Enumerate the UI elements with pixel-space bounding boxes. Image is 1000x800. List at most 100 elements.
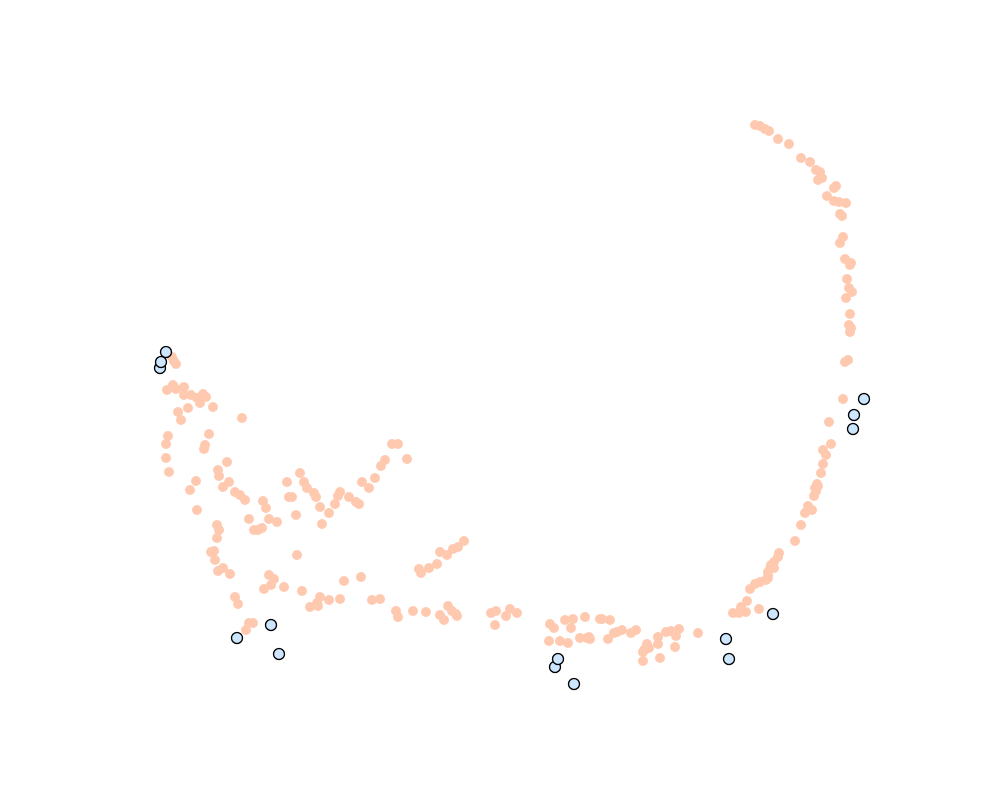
filled-point-156 [222, 457, 232, 467]
filled-point-183 [204, 429, 214, 439]
filled-point-148 [210, 555, 220, 565]
filled-point-100 [566, 623, 576, 633]
filled-point-133 [297, 586, 307, 596]
filled-point-93 [597, 614, 607, 624]
filled-point-174 [163, 431, 173, 441]
filled-point-102 [560, 615, 570, 625]
outlined-point-2 [159, 345, 173, 359]
filled-point-5 [784, 139, 794, 149]
filled-point-40 [818, 459, 828, 469]
filled-point-112 [486, 608, 496, 618]
filled-point-96 [584, 632, 594, 642]
filled-point-78 [653, 639, 663, 649]
filled-point-225 [416, 568, 426, 578]
filled-point-202 [295, 468, 305, 478]
filled-point-132 [305, 602, 315, 612]
filled-point-25 [842, 274, 852, 284]
filled-point-196 [264, 514, 274, 524]
filled-point-50 [796, 520, 806, 530]
filled-point-155 [213, 465, 223, 475]
filled-point-175 [161, 453, 171, 463]
filled-point-139 [259, 584, 269, 594]
filled-point-201 [291, 510, 301, 520]
filled-point-145 [225, 569, 235, 579]
filled-point-226 [424, 563, 434, 573]
filled-point-118 [435, 610, 445, 620]
filled-point-77 [653, 632, 663, 642]
filled-point-210 [330, 499, 340, 509]
filled-point-39 [821, 450, 831, 460]
filled-point-200 [287, 492, 297, 502]
filled-point-220 [380, 455, 390, 465]
filled-point-218 [370, 473, 380, 483]
filled-point-193 [257, 523, 267, 533]
filled-point-135 [279, 582, 289, 592]
filled-point-82 [638, 647, 648, 657]
filled-point-69 [734, 608, 744, 618]
outlined-point-3 [230, 631, 244, 645]
outlined-point-10 [722, 652, 736, 666]
filled-point-147 [213, 566, 223, 576]
filled-point-178 [179, 390, 189, 400]
filled-point-189 [240, 495, 250, 505]
filled-point-182 [199, 444, 209, 454]
filled-point-190 [244, 514, 254, 524]
filled-point-151 [212, 533, 222, 543]
filled-point-124 [367, 595, 377, 605]
filled-point-206 [311, 492, 321, 502]
filled-point-131 [313, 601, 323, 611]
filled-point-173 [168, 380, 178, 390]
filled-point-75 [670, 642, 680, 652]
filled-point-111 [490, 620, 500, 630]
filled-point-157 [237, 413, 247, 423]
filled-point-227 [432, 559, 442, 569]
filled-point-51 [790, 536, 800, 546]
filled-point-217 [364, 483, 374, 493]
filled-point-109 [501, 611, 511, 621]
outlined-point-1 [154, 355, 168, 369]
outlined-point-14 [857, 392, 871, 406]
filled-point-166 [192, 505, 202, 515]
filled-point-46 [809, 491, 819, 501]
filled-point-134 [292, 550, 302, 560]
filled-point-153 [214, 525, 224, 535]
outlined-point-11 [766, 607, 780, 621]
filled-point-126 [339, 576, 349, 586]
filled-point-164 [191, 476, 201, 486]
filled-point-125 [356, 572, 366, 582]
outlined-point-5 [272, 647, 286, 661]
filled-point-184 [208, 402, 218, 412]
filled-point-86 [626, 628, 636, 638]
filled-point-19 [837, 211, 847, 221]
filled-point-106 [544, 636, 554, 646]
filled-point-4 [773, 134, 783, 144]
filled-point-160 [179, 382, 189, 392]
filled-point-12 [822, 191, 832, 201]
filled-point-172 [169, 356, 179, 366]
filled-point-138 [264, 570, 274, 580]
filled-point-17 [841, 198, 851, 208]
filled-point-14 [831, 181, 841, 191]
filled-point-122 [391, 606, 401, 616]
filled-point-105 [545, 619, 555, 629]
filled-point-83 [638, 656, 648, 666]
filled-point-6 [796, 153, 806, 163]
filled-point-37 [826, 439, 836, 449]
filled-point-7 [805, 157, 815, 167]
filled-point-168 [161, 439, 171, 449]
outlined-point-13 [847, 408, 861, 422]
filled-point-97 [580, 612, 590, 622]
filled-point-36 [824, 417, 834, 427]
filled-point-103 [555, 636, 565, 646]
filled-point-209 [324, 508, 334, 518]
filled-point-21 [835, 238, 845, 248]
filled-point-165 [185, 485, 195, 495]
outlined-point-4 [264, 618, 278, 632]
filled-point-120 [408, 606, 418, 616]
filled-point-222 [393, 439, 403, 449]
filled-point-73 [674, 624, 684, 634]
filled-point-163 [183, 403, 193, 413]
filled-point-92 [603, 634, 613, 644]
